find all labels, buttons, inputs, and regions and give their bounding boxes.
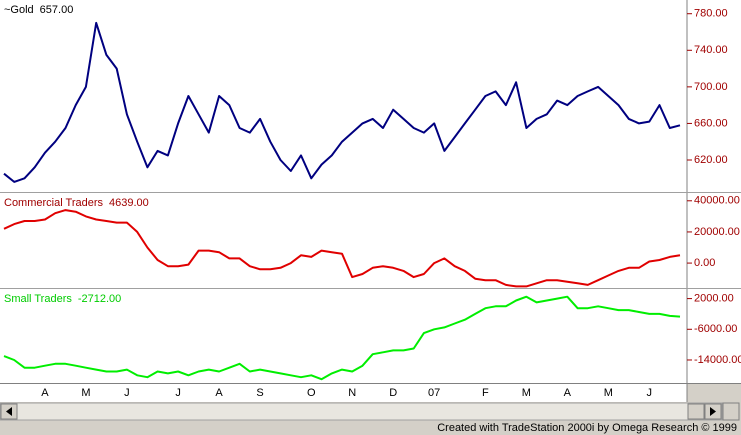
x-tick-label: O [307,387,316,399]
y-tick-label: 0.00 [694,257,715,269]
pane-title: Small Traders -2712.00 [4,293,121,305]
data-line [3,295,681,381]
zoom-button[interactable] [722,402,740,421]
pane-title-text: Commercial Traders [4,197,104,209]
pane-title-text: ~Gold [4,4,34,16]
pane-title: Commercial Traders 4639.00 [4,197,149,209]
y-tick-label: 780.00 [694,8,728,20]
x-tick-label: F [482,387,489,399]
arrow-icon [6,407,12,416]
data-line [3,21,681,183]
footer: Created with TradeStation 2000i by Omega… [437,422,737,434]
y-tick-label: 620.00 [694,154,728,166]
x-tick-label: A [564,387,572,399]
y-tick-label: 20000.00 [694,226,740,238]
x-tick-label: J [175,387,181,399]
x-tick-label: D [389,387,397,399]
x-tick-label: S [256,387,263,399]
y-tick-label: 2000.00 [694,292,734,304]
arrow-icon [710,407,716,416]
x-tick-label: M [81,387,90,399]
y-tick-label: 700.00 [694,81,728,93]
pane-title-text: Small Traders [4,293,72,305]
x-tick-label: A [215,387,223,399]
scroll-thumb[interactable] [687,403,705,420]
x-tick-label: 07 [428,387,440,399]
x-tick-label: N [348,387,356,399]
x-tick-label: J [124,387,130,399]
x-tick-label: A [41,387,49,399]
pane-title: ~Gold 657.00 [4,4,73,16]
x-axis-band [0,384,687,402]
scrollbar[interactable] [0,402,723,421]
x-tick-label: J [647,387,653,399]
pane-last-value: -2712.00 [78,293,121,305]
x-tick-label: M [604,387,613,399]
y-tick-label: 660.00 [694,117,728,129]
y-tick-label: -6000.00 [694,323,737,335]
pane-last-value: 657.00 [40,4,74,16]
y-tick-label: 740.00 [694,44,728,56]
y-tick-label: -14000.00 [694,354,741,366]
data-line [3,209,681,288]
pane-last-value: 4639.00 [109,197,149,209]
y-tick-label: 40000.00 [694,195,740,207]
x-tick-label: M [522,387,531,399]
